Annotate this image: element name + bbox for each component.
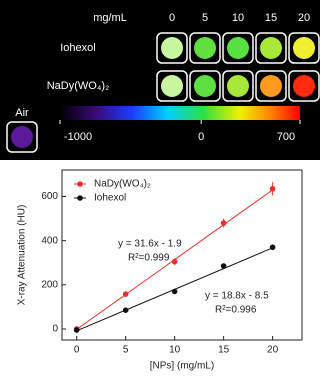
air-label: Air: [15, 107, 29, 119]
plot-frame: [61, 169, 303, 341]
y-tick-label: 200: [41, 279, 58, 290]
x-tick-label: 0: [74, 345, 80, 356]
point: [269, 244, 276, 251]
point: [220, 220, 227, 226]
phantom: [161, 37, 183, 59]
phantom-frame: [288, 32, 320, 64]
x-tick-label: 20: [267, 345, 279, 356]
concentration-label: 5: [202, 12, 208, 24]
point: [171, 258, 178, 265]
phantom: [227, 75, 249, 97]
x-tick-label: 15: [218, 345, 230, 356]
phantom-frame: [222, 32, 254, 64]
phantom-frame: [255, 32, 287, 64]
colorbar-tick-label: 700: [277, 131, 295, 143]
phantom: [293, 37, 315, 59]
phantom-frame: [288, 70, 320, 102]
fit-r2: R²=0.996: [215, 305, 257, 316]
phantom-frame: [222, 70, 254, 102]
phantom-frame: [189, 70, 221, 102]
phantom-frame: [156, 70, 188, 102]
phantom: [194, 75, 216, 97]
phantom-frame: [189, 32, 221, 64]
fit-equation: y = 31.6x - 1.9: [118, 239, 182, 250]
x-tick-label: 10: [169, 345, 181, 356]
concentration-label: 15: [265, 12, 277, 24]
concentration-label: 20: [298, 12, 310, 24]
air-frame: [6, 121, 38, 153]
sample-label: NaDy(WO₄)₂: [47, 80, 110, 92]
legend-label: NaDy(WO₄)₂: [94, 179, 151, 190]
phantom: [194, 37, 216, 59]
phantom: [260, 75, 282, 97]
sample-label: Iohexol: [60, 42, 95, 54]
fit-equation: y = 18.8x - 8.5: [205, 291, 269, 302]
fit-r2: R²=0.999: [128, 253, 170, 264]
point: [269, 185, 276, 192]
point: [122, 291, 129, 297]
colorbar-tick-label: -1000: [64, 131, 92, 143]
y-axis-label: X-ray Attenuation (HU): [17, 205, 28, 306]
phantom: [260, 37, 282, 59]
air-phantom: [11, 126, 33, 148]
phantom: [161, 75, 183, 97]
phantom: [293, 75, 315, 97]
point: [122, 307, 129, 313]
y-tick-label: 600: [41, 191, 58, 202]
point: [171, 288, 178, 295]
unit-label: mg/mL: [93, 12, 127, 24]
y-tick-label: 400: [41, 235, 58, 246]
phantom-frame: [156, 32, 188, 64]
colorbar-tick-label: 0: [198, 131, 204, 143]
phantom: [227, 37, 249, 59]
y-tick-label: 0: [52, 324, 58, 335]
concentration-label: 0: [169, 12, 175, 24]
x-axis-label: [NPs] (mg/mL): [150, 361, 214, 372]
point: [73, 327, 80, 333]
phantom-frame: [255, 70, 287, 102]
colorbar: [60, 106, 300, 120]
concentration-label: 10: [232, 12, 244, 24]
point: [220, 263, 227, 269]
x-tick-label: 5: [123, 345, 129, 356]
legend-label: Iohexol: [94, 193, 126, 204]
